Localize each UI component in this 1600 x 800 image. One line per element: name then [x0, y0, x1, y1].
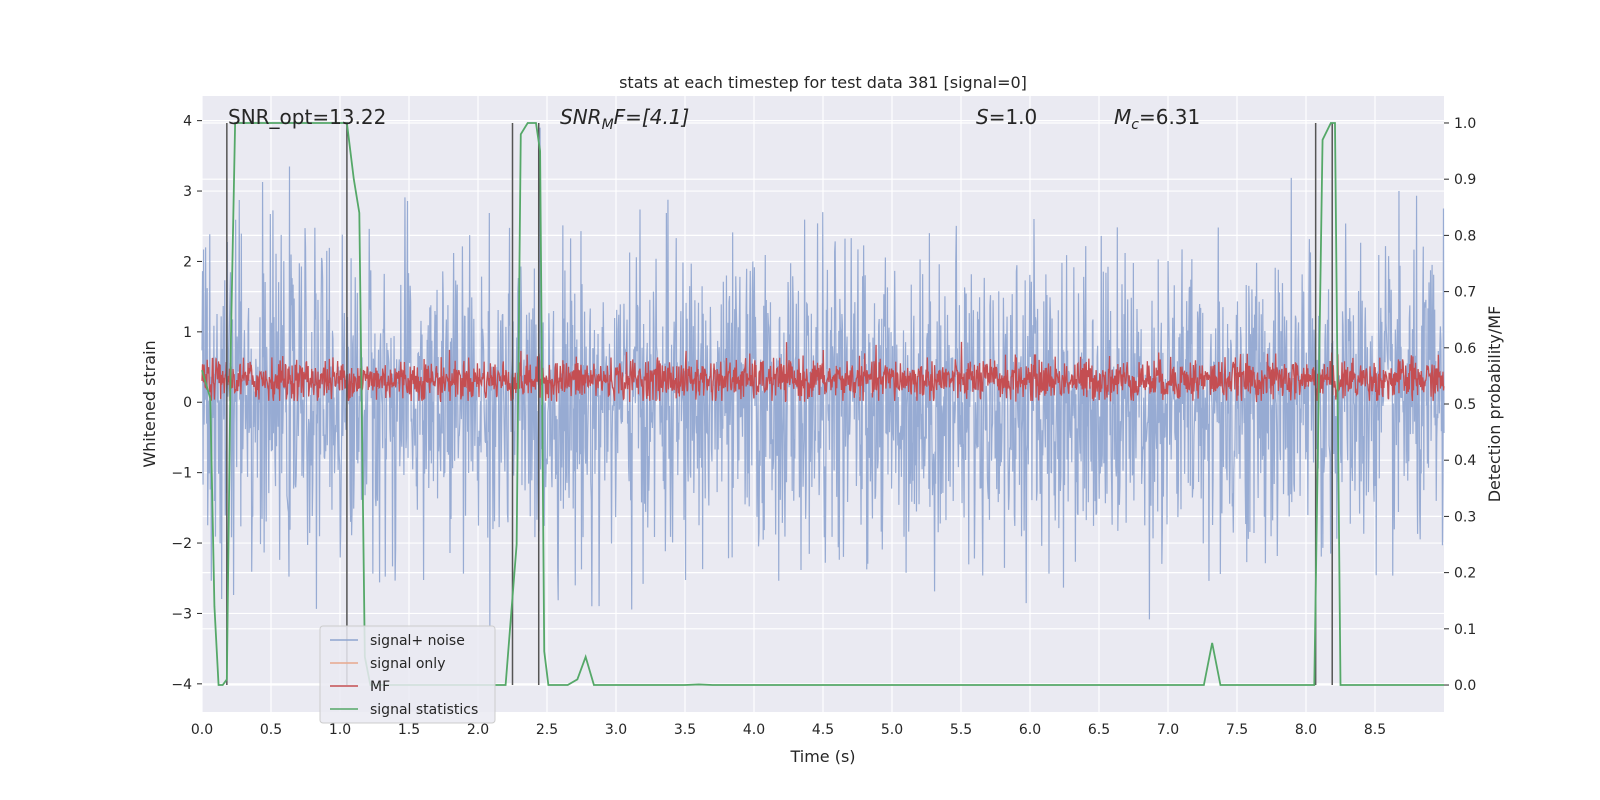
y-tick-label-right: 0.7 — [1454, 285, 1476, 301]
annotation-mc-sub: c — [1131, 117, 1139, 133]
legend: signal+ noise signal only MF signal stat… — [319, 625, 496, 724]
x-tick-label: 8.5 — [1364, 722, 1386, 738]
annotation-s-main: S — [976, 105, 989, 129]
x-tick-label: 6.0 — [1019, 722, 1041, 738]
chart-title: stats at each timestep for test data 381… — [619, 73, 1027, 92]
annotation-snr-mf: SNRMF=[4.1] — [560, 105, 689, 133]
mf-series — [201, 341, 1445, 403]
x-tick-label: 1.5 — [398, 722, 420, 738]
y-axis-label-right: Detection probability/MF — [1485, 306, 1504, 503]
y-tick-label-right: 0.2 — [1454, 566, 1476, 582]
y-tick-label: −4 — [171, 677, 192, 693]
x-tick-label: 3.0 — [605, 722, 627, 738]
x-tick-label: 1.0 — [329, 722, 351, 738]
y-tick-label: 4 — [183, 114, 192, 130]
y-tick-label-right: 0.5 — [1454, 397, 1476, 413]
y-tick-label: 2 — [183, 254, 192, 270]
x-tick-label: 4.5 — [812, 722, 834, 738]
y-tick-label-right: 0.0 — [1454, 678, 1476, 694]
y-tick-label: 1 — [183, 325, 192, 341]
annotation-mc-main: M — [1114, 105, 1131, 129]
x-tick-label: 3.5 — [674, 722, 696, 738]
y-tick-label-right: 0.3 — [1454, 509, 1476, 525]
legend-label-noise: signal+ noise — [370, 633, 465, 649]
mf-line — [201, 341, 1445, 403]
y-tick-label-right: 0.9 — [1454, 172, 1476, 188]
annotation-snr-opt: SNR_opt=13.22 — [228, 105, 386, 129]
annotation-s: S=1.0 — [976, 105, 1037, 129]
x-tick-label: 0.5 — [260, 722, 282, 738]
annotation-s-rest: =1.0 — [989, 105, 1038, 129]
tick-labels: 0.0 0.5 1.0 1.5 2.0 2.5 3.0 3.5 4.0 4.5 5.0 5.5 6.0 6… — [171, 114, 1476, 738]
signal-statistics-line — [201, 122, 1444, 686]
annotation-mc-rest: =6.31 — [1139, 105, 1200, 129]
legend-label-signal-only: signal only — [370, 656, 445, 672]
y-axis-label: Whitened strain — [140, 340, 159, 467]
x-tick-label: 2.5 — [536, 722, 558, 738]
y-tick-label: 0 — [183, 395, 192, 411]
x-tick-label: 7.5 — [1226, 722, 1248, 738]
legend-label-mf: MF — [370, 679, 390, 695]
signal-statistics-series — [201, 122, 1444, 686]
legend-label-statistics: signal statistics — [370, 702, 478, 718]
x-tick-label: 6.5 — [1088, 722, 1110, 738]
y-tick-label: −2 — [171, 536, 192, 552]
x-tick-label: 2.0 — [467, 722, 489, 738]
y-tick-label-right: 0.4 — [1454, 453, 1476, 469]
y-tick-label-right: 0.8 — [1454, 228, 1476, 244]
legend-box — [319, 625, 496, 724]
x-tick-label: 8.0 — [1295, 722, 1317, 738]
y-tick-label: −3 — [171, 606, 192, 622]
y-tick-label-right: 1.0 — [1454, 116, 1476, 132]
annotation-mc: Mc=6.31 — [1114, 105, 1200, 133]
annotation-snr-mf-rest: F=[4.1] — [614, 105, 690, 129]
y-tick-label: 3 — [183, 184, 192, 200]
x-tick-label: 0.0 — [191, 722, 213, 738]
noise-line — [201, 127, 1445, 626]
x-tick-label: 7.0 — [1157, 722, 1179, 738]
x-tick-label: 4.0 — [743, 722, 765, 738]
signal-plus-noise-series — [201, 127, 1445, 626]
annotation-snr-mf-main: SNR — [560, 105, 602, 129]
annotation-snr-mf-sub: M — [602, 117, 614, 133]
y-tick-label-right: 0.6 — [1454, 341, 1476, 357]
x-tick-label: 5.5 — [950, 722, 972, 738]
x-tick-label: 5.0 — [881, 722, 903, 738]
y-tick-label: −1 — [171, 466, 192, 482]
y-tick-label-right: 0.1 — [1454, 622, 1476, 638]
x-axis-label: Time (s) — [789, 747, 855, 766]
